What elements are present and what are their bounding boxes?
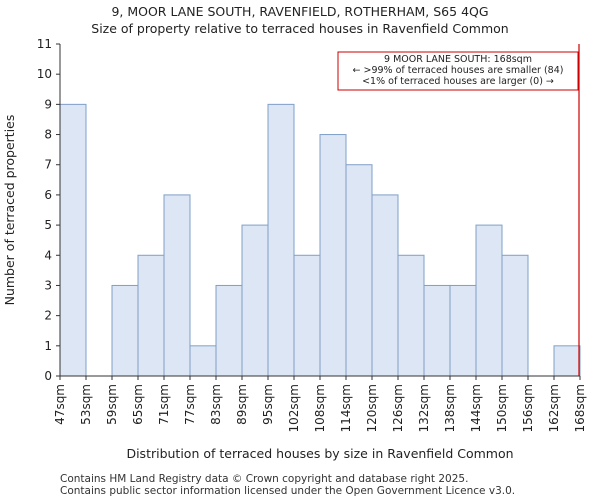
bar-65sqm [137, 254, 165, 377]
bar-162sqm [553, 345, 581, 377]
x-tick-label: 126sqm [391, 384, 405, 432]
x-tick-label: 95sqm [261, 384, 275, 425]
footer-copyright: Contains HM Land Registry data © Crown c… [60, 473, 469, 485]
annotation-line-3: <1% of terraced houses are larger (0) → [362, 76, 554, 87]
y-tick-label: 4 [44, 248, 52, 262]
x-axis-label: Distribution of terraced houses by size … [126, 446, 513, 461]
bar-120sqm [371, 194, 399, 377]
footer-licence: Contains public sector information licen… [60, 485, 516, 497]
x-tick-label: 114sqm [339, 384, 353, 432]
x-tick-label: 65sqm [131, 384, 145, 425]
annotation-box [337, 51, 579, 91]
x-tick-label: 108sqm [313, 384, 327, 432]
bar-126sqm [397, 254, 425, 377]
x-tick-label: 162sqm [547, 384, 561, 432]
y-tick-label: 0 [44, 369, 52, 383]
x-tick-label: 77sqm [183, 384, 197, 425]
y-tick-label: 2 [44, 309, 52, 323]
x-tick-label: 71sqm [157, 384, 171, 425]
x-tick-label: 132sqm [417, 384, 431, 432]
y-tick-label: 9 [44, 97, 52, 111]
y-tick-label: 7 [44, 158, 52, 172]
bar-83sqm [215, 284, 243, 377]
x-tick-label: 47sqm [53, 384, 67, 425]
bar-150sqm [501, 254, 529, 377]
bar-138sqm [449, 284, 477, 377]
x-tick-label: 83sqm [209, 384, 223, 425]
bar-71sqm [163, 194, 191, 377]
x-tick-label: 168sqm [573, 384, 587, 432]
bars-group [59, 103, 581, 377]
x-tick-label: 53sqm [79, 384, 93, 425]
y-tick-label: 10 [37, 67, 52, 81]
x-tick-label: 144sqm [469, 384, 483, 432]
y-tick-label: 5 [44, 218, 52, 232]
bar-144sqm [475, 224, 503, 377]
bar-47sqm [59, 103, 87, 377]
x-tick-label: 156sqm [521, 384, 535, 432]
x-tick-label: 120sqm [365, 384, 379, 432]
bar-108sqm [319, 134, 347, 377]
bar-77sqm [189, 345, 217, 377]
bar-102sqm [293, 254, 321, 377]
annotation-line-1: 9 MOOR LANE SOUTH: 168sqm [384, 54, 532, 65]
bar-95sqm [267, 103, 295, 377]
y-tick-label: 11 [37, 37, 52, 51]
chart-subtitle: Size of property relative to terraced ho… [91, 21, 509, 36]
annotation-line-2: ← >99% of terraced houses are smaller (8… [353, 65, 564, 76]
chart-title: 9, MOOR LANE SOUTH, RAVENFIELD, ROTHERHA… [111, 4, 489, 19]
bar-132sqm [423, 284, 451, 377]
x-tick-label: 138sqm [443, 384, 457, 432]
x-tick-label: 89sqm [235, 384, 249, 425]
bar-59sqm [111, 284, 139, 377]
y-axis-label: Number of terraced properties [2, 115, 17, 306]
bar-89sqm [241, 224, 269, 377]
y-tick-label: 8 [44, 128, 52, 142]
x-tick-label: 102sqm [287, 384, 301, 432]
y-tick-label: 6 [44, 188, 52, 202]
x-axis: 47sqm 53sqm 59sqm 65sqm 71sqm 77sqm 83sqm 89sqm… [53, 375, 587, 432]
y-axis: 0 1 2 3 4 5 6 7 8 9 10 11 [37, 37, 61, 383]
x-tick-label: 59sqm [105, 384, 119, 425]
bar-114sqm [345, 164, 373, 377]
histogram-chart: 0 1 2 3 4 5 6 7 8 9 10 11 47sqm 53sqm 59sqm 65sqm 71sqm… [2, 37, 587, 461]
x-tick-label: 150sqm [495, 384, 509, 432]
y-tick-label: 3 [44, 278, 52, 292]
y-tick-label: 1 [44, 339, 52, 353]
